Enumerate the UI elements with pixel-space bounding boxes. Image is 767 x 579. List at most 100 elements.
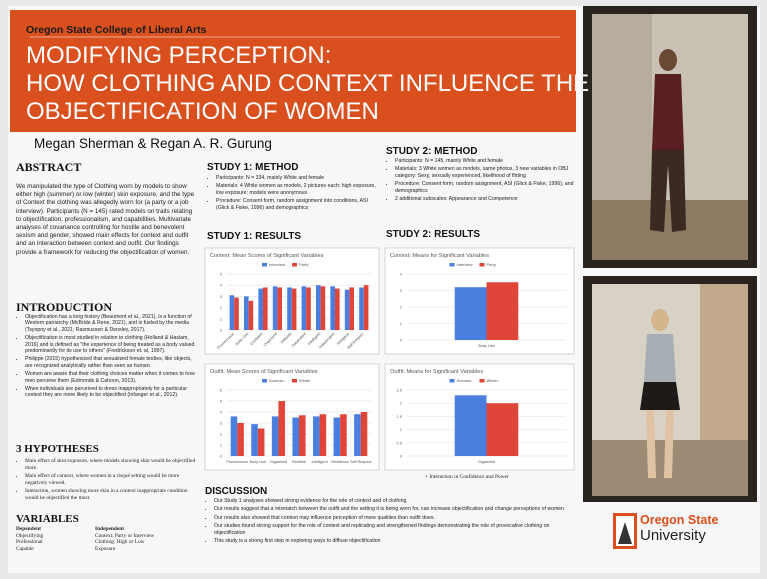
legend-label: Winter bbox=[299, 378, 311, 383]
legend-label: Interview bbox=[457, 262, 473, 267]
bar bbox=[344, 289, 350, 330]
legend-label: Summer bbox=[269, 378, 285, 383]
list-item: Professional bbox=[16, 539, 43, 546]
y-tick-label: 1 bbox=[220, 316, 223, 321]
section-heading: VARIABLES bbox=[16, 513, 79, 525]
list-item: Capable bbox=[16, 545, 34, 552]
bar bbox=[277, 287, 283, 330]
list: Participants: N = 334, mainly White and … bbox=[207, 175, 379, 211]
bar bbox=[301, 286, 307, 330]
bullet: Our results also showed that context may… bbox=[214, 515, 575, 521]
x-tick-label: Promiscuous bbox=[226, 460, 248, 464]
bar bbox=[320, 286, 326, 330]
chart-title: Outfit: Means for Significant Variables bbox=[390, 369, 483, 375]
y-tick-label: 6 bbox=[220, 388, 223, 393]
y-tick-label: 5 bbox=[220, 399, 223, 404]
list-item: Context: Party or Interview bbox=[95, 532, 155, 539]
bullet-list: Our Study 1 analyses showed strong evide… bbox=[205, 498, 575, 546]
y-tick-label: 4 bbox=[400, 272, 403, 277]
bar bbox=[359, 287, 364, 330]
x-tick-label: Intelligent bbox=[311, 460, 328, 464]
bar bbox=[340, 414, 347, 456]
bullet-list: Objectification has a long history (Beau… bbox=[16, 314, 196, 401]
title-line: MODIFYING PERCEPTION: bbox=[26, 42, 332, 69]
legend-swatch bbox=[479, 379, 485, 383]
bar bbox=[258, 288, 263, 330]
y-tick-label: 2 bbox=[400, 305, 403, 310]
bullet: Our results suggest that a mismatch betw… bbox=[214, 506, 575, 512]
list: Objectifying Professional Capable bbox=[16, 533, 86, 553]
photo-top bbox=[583, 6, 757, 268]
bullet: Interaction, women showing more skin in … bbox=[25, 488, 198, 501]
bullet: Participants: N = 334, mainly White and … bbox=[216, 175, 379, 181]
bullet: 2 additional subscales: Appearance and C… bbox=[395, 196, 574, 202]
legend-swatch bbox=[449, 263, 455, 267]
x-tick-label: Organized bbox=[270, 460, 288, 464]
y-tick-label: 2.5 bbox=[396, 388, 402, 393]
logo-text: University bbox=[640, 527, 706, 544]
y-tick-label: 0.5 bbox=[396, 440, 402, 445]
bullet-list: Main effect of skin exposure, where mode… bbox=[16, 458, 198, 504]
chart-title: Context: Mean Scores of Significant Vari… bbox=[210, 253, 324, 259]
bullet: Procedure: Consent form, random assignme… bbox=[216, 198, 379, 211]
x-tick-label: Organized bbox=[478, 460, 496, 464]
bar bbox=[454, 287, 487, 340]
bar bbox=[272, 286, 278, 330]
bullet: Our Study 1 analyses showed strong evide… bbox=[214, 498, 575, 504]
bullet: When individuals are perceived to dress … bbox=[25, 386, 196, 399]
bar bbox=[243, 296, 249, 330]
legend-label: Winter bbox=[487, 378, 499, 383]
bar bbox=[248, 300, 254, 330]
bullet: Women are aware that their clothing choi… bbox=[25, 371, 196, 384]
bar bbox=[312, 416, 320, 456]
logo-mark bbox=[613, 513, 637, 549]
legend-label: Summer bbox=[457, 378, 473, 383]
chart: Outfit: Means for Significant Variables S… bbox=[384, 363, 575, 471]
y-tick-label: 4 bbox=[220, 283, 223, 288]
title-line: OBJECTIFICATION OF WOMEN bbox=[26, 98, 379, 125]
y-tick-label: 4 bbox=[220, 410, 223, 415]
x-tick-label: Self Respect bbox=[350, 460, 372, 464]
bar bbox=[230, 416, 238, 456]
bar bbox=[319, 414, 327, 456]
section-heading: INTRODUCTION bbox=[16, 300, 113, 314]
legend-swatch bbox=[262, 263, 267, 267]
list: Context: Party or Interview Clothing: Hig… bbox=[95, 533, 195, 553]
bar bbox=[237, 423, 244, 456]
legend-swatch bbox=[292, 263, 297, 267]
legend-swatch bbox=[292, 379, 297, 383]
y-tick-label: 3 bbox=[220, 421, 223, 426]
legend-swatch bbox=[262, 379, 267, 383]
bar bbox=[454, 395, 487, 456]
bar bbox=[349, 287, 355, 330]
bullet: Materials: 4 White women as models, 2 pi… bbox=[216, 183, 379, 196]
section-heading: DISCUSSION bbox=[205, 486, 268, 497]
bullet: Main effect of context, where women in a… bbox=[25, 473, 198, 486]
y-tick-label: 0 bbox=[220, 328, 223, 333]
bar bbox=[229, 295, 235, 330]
list-item: Exposure bbox=[95, 545, 116, 552]
bullet: Philippe (2015) hypothesized that sexual… bbox=[25, 356, 196, 369]
legend-swatch bbox=[449, 379, 455, 383]
bar bbox=[306, 287, 311, 330]
bar bbox=[251, 424, 258, 456]
bar bbox=[486, 403, 519, 456]
list: Objectification has a long history (Beau… bbox=[16, 314, 196, 399]
y-tick-label: 3 bbox=[400, 288, 403, 293]
legend-swatch bbox=[479, 263, 485, 267]
bar bbox=[287, 287, 292, 330]
bar bbox=[234, 297, 239, 330]
bullet: Procedure: Consent form, random assignme… bbox=[395, 181, 574, 194]
y-tick-label: 1 bbox=[400, 427, 403, 432]
y-tick-label: 2 bbox=[400, 401, 403, 406]
list-item: Objectifying bbox=[16, 532, 44, 539]
bullet: Our studies found strong support for the… bbox=[214, 523, 575, 536]
list-item: Clothing: High or Low bbox=[95, 539, 145, 546]
header-band bbox=[10, 10, 576, 132]
chart: Context: Means for Significant Variables… bbox=[384, 247, 575, 355]
bar bbox=[360, 412, 368, 456]
bullet-list: Participants: N = 334, mainly White and … bbox=[207, 175, 379, 213]
bar bbox=[299, 415, 306, 456]
